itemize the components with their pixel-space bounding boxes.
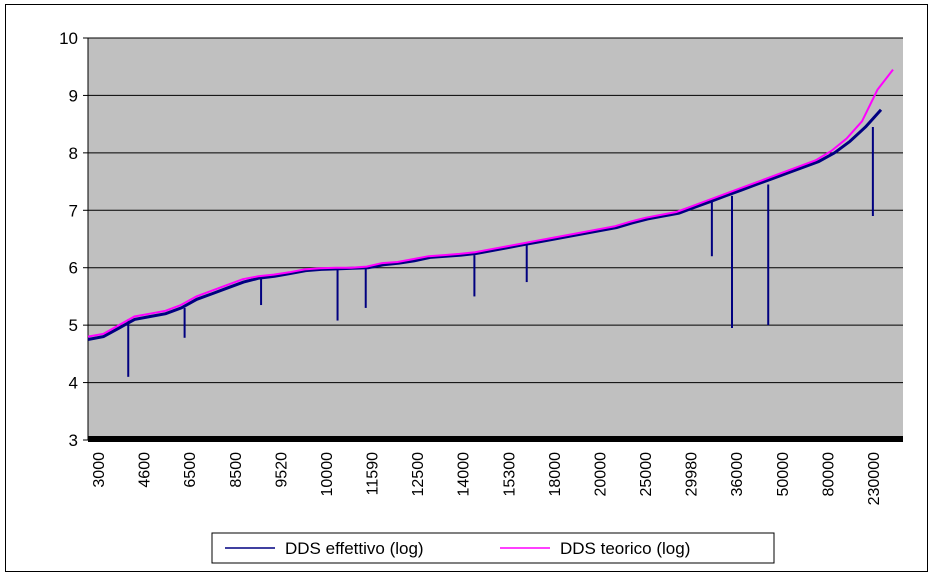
x-axis-bar bbox=[88, 436, 903, 442]
x-tick-label: 14000 bbox=[456, 452, 473, 497]
x-tick-label: 4600 bbox=[137, 452, 154, 488]
x-tick-label: 12500 bbox=[410, 452, 427, 497]
plot-area bbox=[88, 38, 903, 440]
x-axis-tick-labels: 3000 4600 6500 8500 9520 10000 11590 12500 14000… bbox=[91, 452, 883, 505]
x-tick-label: 18000 bbox=[547, 452, 564, 497]
y-axis-tick-labels: 3 4 5 6 7 8 9 10 bbox=[59, 29, 88, 450]
y-tick-label: 10 bbox=[59, 29, 78, 48]
series-dds-teorico bbox=[87, 68, 894, 338]
x-tick-label: 9520 bbox=[273, 452, 290, 488]
x-tick-label: 80000 bbox=[820, 452, 837, 497]
x-tick-label: 15300 bbox=[501, 452, 518, 497]
legend-box bbox=[211, 532, 775, 564]
x-tick-label: 29980 bbox=[684, 452, 701, 497]
x-tick-label: 20000 bbox=[592, 452, 609, 497]
x-tick-label: 11590 bbox=[365, 452, 382, 495]
y-tick-label: 8 bbox=[69, 144, 78, 163]
y-tick-label: 6 bbox=[69, 259, 78, 278]
x-tick-label: 3000 bbox=[91, 452, 108, 488]
y-tick-label: 5 bbox=[69, 316, 78, 335]
x-tick-label: 50000 bbox=[775, 452, 792, 497]
x-tick-label: 6500 bbox=[182, 452, 199, 488]
x-tick-label: 230000 bbox=[866, 452, 883, 505]
y-tick-label: 4 bbox=[69, 374, 78, 393]
gridlines bbox=[87, 37, 903, 440]
x-tick-label: 10000 bbox=[319, 452, 336, 497]
x-tick-label: 8500 bbox=[228, 452, 245, 488]
x-tick-label: 36000 bbox=[729, 452, 746, 497]
series-lines bbox=[87, 68, 894, 377]
legend-label-effettivo: DDS effettivo (log) bbox=[285, 539, 424, 558]
legend-label-teorico: DDS teorico (log) bbox=[560, 539, 690, 558]
series-dds-effettivo bbox=[87, 108, 883, 341]
x-tick-label: 25000 bbox=[638, 452, 655, 497]
y-tick-label: 9 bbox=[69, 86, 78, 105]
y-tick-label: 7 bbox=[69, 201, 78, 220]
y-tick-label: 3 bbox=[69, 431, 78, 450]
legend: DDS effettivo (log) DDS teorico (log) bbox=[211, 532, 775, 564]
